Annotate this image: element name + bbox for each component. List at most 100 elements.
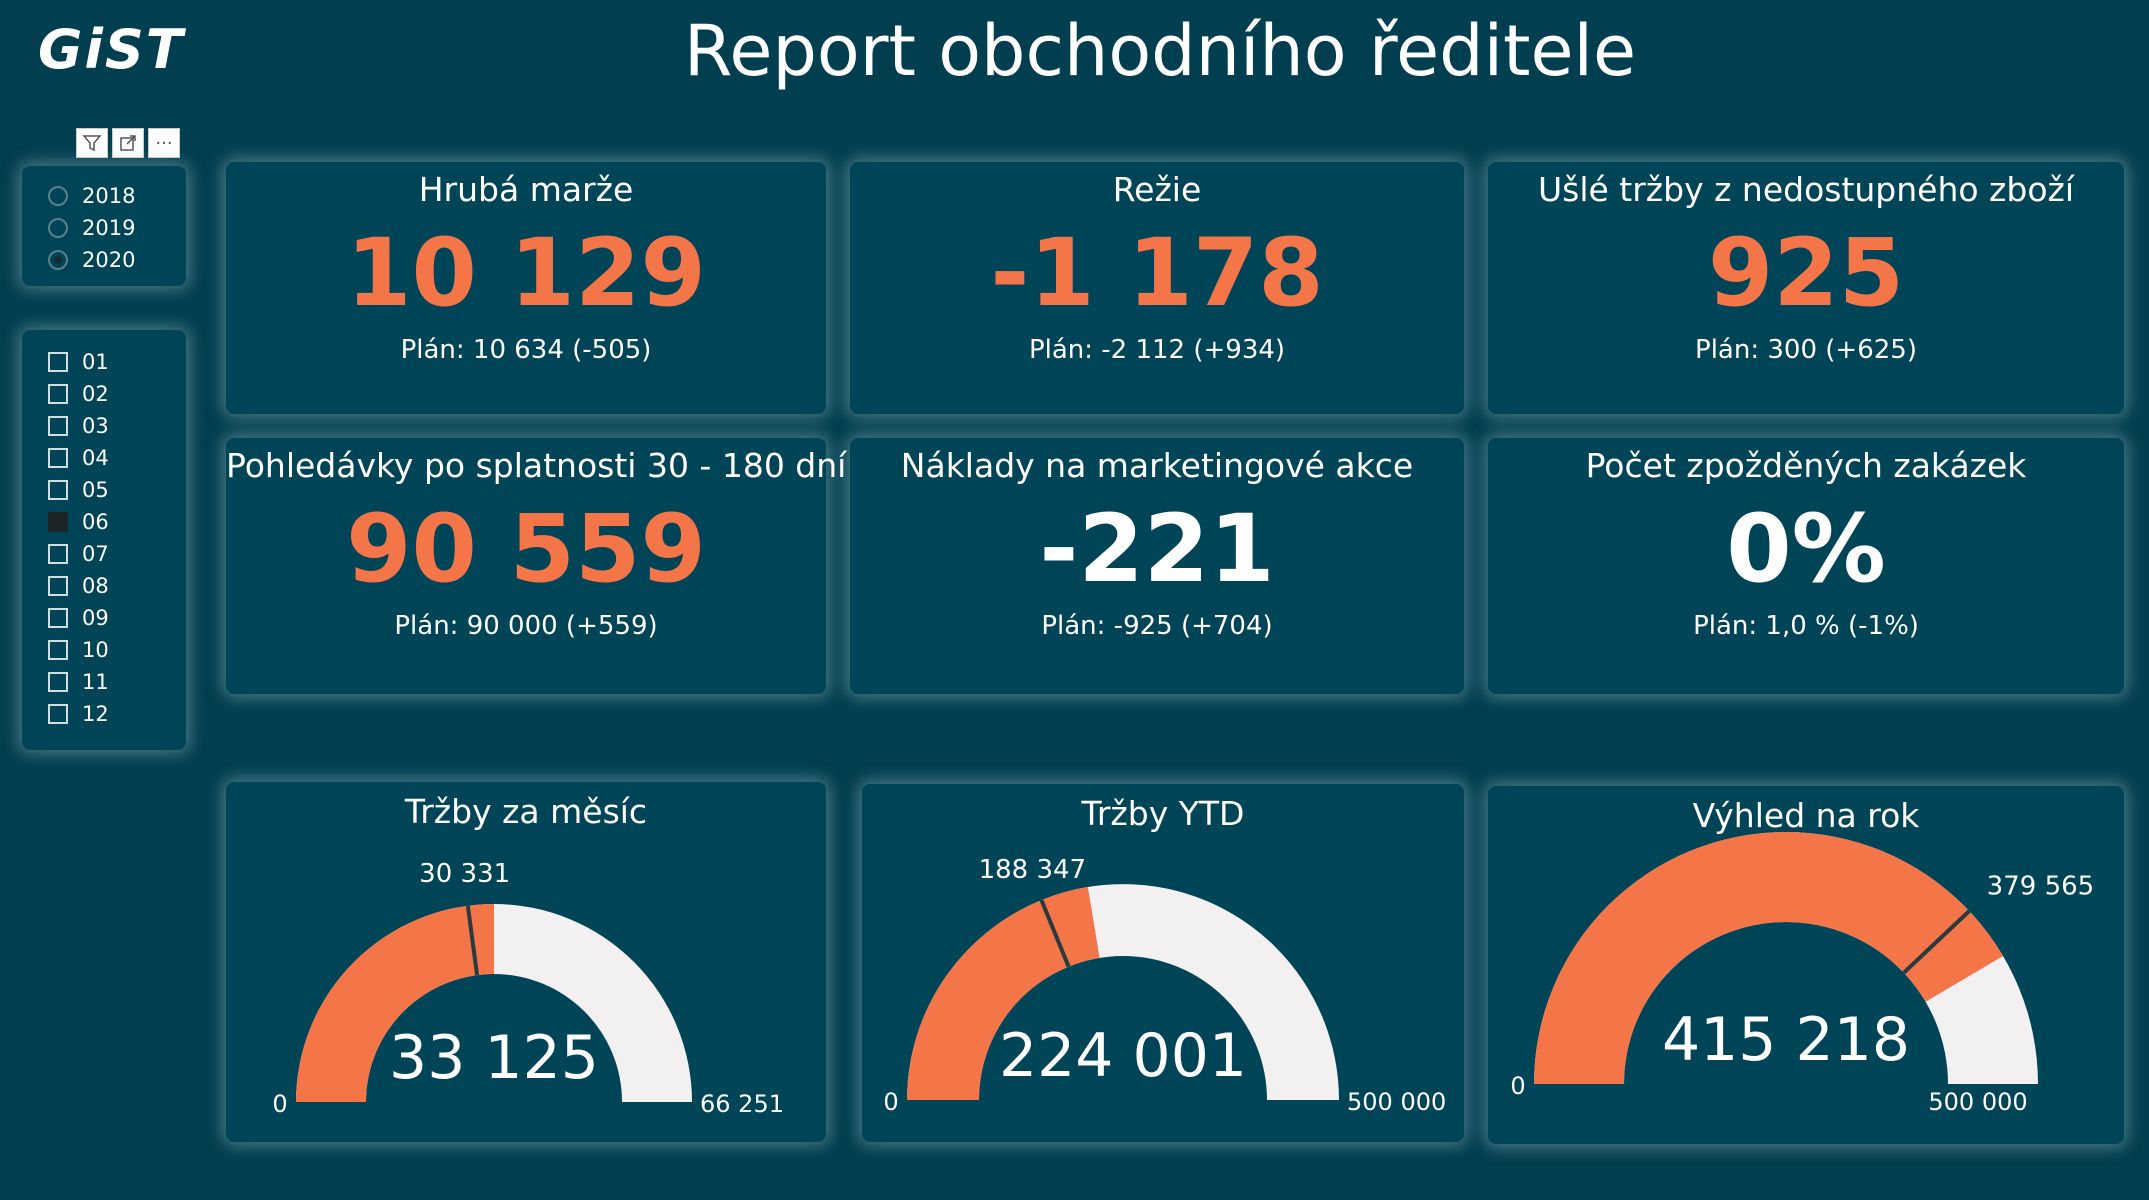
month-label: 03 [82, 414, 109, 438]
kpi-value: 925 [1707, 219, 1905, 328]
year-label: 2019 [82, 216, 136, 240]
kpi-plan: Plán: 300 (+625) [1695, 335, 1917, 365]
month-label: 09 [82, 606, 109, 630]
checkbox[interactable] [48, 448, 68, 468]
month-option[interactable]: 03 [48, 410, 186, 442]
month-label: 02 [82, 382, 109, 406]
gauge-max-label: 66 251 [700, 1090, 784, 1118]
month-label: 08 [82, 574, 109, 598]
checkbox[interactable] [48, 672, 68, 692]
checkbox[interactable] [48, 384, 68, 404]
year-label: 2020 [82, 248, 136, 272]
kpi-plan: Plán: 10 634 (-505) [400, 335, 652, 365]
kpi-card-overdue-receivables: Pohledávky po splatnosti 30 - 180 dní 90… [226, 438, 847, 694]
checkbox[interactable] [48, 576, 68, 596]
month-label: 01 [82, 350, 109, 374]
gauge-value-label: 224 001 [999, 1021, 1247, 1091]
kpi-card-delayed-orders: Počet zpožděných zakázek 0% Plán: 1,0 % … [1488, 438, 2124, 694]
kpi-plan: Plán: -2 112 (+934) [1028, 335, 1286, 365]
more-options-icon[interactable]: ··· [148, 128, 180, 158]
month-option[interactable]: 07 [48, 538, 186, 570]
kpi-title: Počet zpožděných zakázek [1585, 446, 2027, 485]
month-option[interactable]: 04 [48, 442, 186, 474]
gauge-card-ytd-sales: Tržby YTD 188 347 0 500 000 224 001 [862, 784, 1464, 1142]
kpi-title: Režie [1112, 170, 1202, 209]
month-label: 10 [82, 638, 109, 662]
gauge-title: Tržby za měsíc [404, 792, 648, 831]
year-slicer: 2018 2019 2020 [22, 166, 186, 286]
gauge-value-label: 33 125 [389, 1023, 599, 1093]
kpi-card-marketing-costs: Náklady na marketingové akce -221 Plán: … [850, 438, 1464, 694]
radio-icon[interactable] [48, 250, 68, 270]
radio-icon[interactable] [48, 186, 68, 206]
filter-icon[interactable] [76, 128, 108, 158]
kpi-title: Náklady na marketingové akce [900, 446, 1414, 485]
slicer-toolbar: ··· [76, 128, 180, 158]
month-label: 11 [82, 670, 109, 694]
kpi-title: Ušlé tržby z nedostupného zboží [1537, 170, 2075, 209]
month-slicer: 01 02 03 04 05 06 07 08 09 10 11 12 [22, 330, 186, 750]
month-label: 06 [82, 510, 109, 534]
gauge-min-label: 0 [1510, 1072, 1525, 1100]
gist-logo: GiST [38, 18, 185, 81]
gauge-target-marker [465, 905, 480, 976]
year-label: 2018 [82, 184, 136, 208]
gauge-target-marker [1902, 909, 1971, 975]
kpi-card-lost-sales: Ušlé tržby z nedostupného zboží 925 Plán… [1488, 162, 2124, 414]
gauge-title: Tržby YTD [1081, 794, 1245, 833]
month-option[interactable]: 06 [48, 506, 186, 538]
gauge-target-label: 379 565 [1987, 872, 2095, 902]
month-label: 07 [82, 542, 109, 566]
radio-icon[interactable] [48, 218, 68, 238]
gauge-card-monthly-sales: Tržby za měsíc 30 331 0 66 251 33 125 [226, 782, 826, 1142]
checkbox[interactable] [48, 416, 68, 436]
checkbox[interactable] [48, 704, 68, 724]
month-option[interactable]: 09 [48, 602, 186, 634]
month-label: 12 [82, 702, 109, 726]
month-option[interactable]: 08 [48, 570, 186, 602]
gauge-target-label: 30 331 [419, 859, 510, 889]
kpi-value: 90 559 [346, 495, 706, 604]
gauge-card-annual-outlook: Výhled na rok 379 565 0 500 000 415 218 [1488, 786, 2124, 1144]
month-option[interactable]: 02 [48, 378, 186, 410]
checkbox[interactable] [48, 608, 68, 628]
checkbox[interactable] [48, 640, 68, 660]
gauge-min-label: 0 [272, 1090, 287, 1118]
kpi-card-overhead: Režie -1 178 Plán: -2 112 (+934) [850, 162, 1464, 414]
year-option[interactable]: 2018 [48, 180, 186, 212]
gauge-value-arc [1534, 831, 2004, 1084]
gauge-min-label: 0 [883, 1088, 898, 1116]
expand-icon[interactable] [112, 128, 144, 158]
checkbox[interactable] [48, 512, 68, 532]
gauge-chart: 188 347 0 500 000 224 001 [883, 855, 1446, 1116]
gauge-value-arc [296, 904, 494, 1102]
gauge-max-label: 500 000 [1347, 1088, 1446, 1116]
kpi-value: -221 [1039, 495, 1275, 604]
gauge-value-arc [907, 886, 1100, 1100]
kpi-plan: Plán: 90 000 (+559) [394, 611, 658, 641]
year-option[interactable]: 2019 [48, 212, 186, 244]
kpi-plan: Plán: 1,0 % (-1%) [1693, 611, 1919, 641]
kpi-title: Pohledávky po splatnosti 30 - 180 dní [226, 446, 847, 485]
gauge-title: Výhled na rok [1692, 796, 1920, 835]
kpi-plan: Plán: -925 (+704) [1041, 611, 1273, 641]
gauge-target-marker [1039, 899, 1071, 968]
checkbox[interactable] [48, 480, 68, 500]
gauge-value-label: 415 218 [1662, 1005, 1910, 1075]
kpi-value: -1 178 [990, 219, 1324, 328]
kpi-title: Hrubá marže [418, 170, 634, 209]
checkbox[interactable] [48, 544, 68, 564]
kpi-value: 0% [1726, 495, 1886, 604]
month-option[interactable]: 11 [48, 666, 186, 698]
month-option[interactable]: 05 [48, 474, 186, 506]
month-option[interactable]: 12 [48, 698, 186, 730]
kpi-value: 10 129 [346, 219, 706, 328]
checkbox[interactable] [48, 352, 68, 372]
month-label: 05 [82, 478, 109, 502]
gauge-chart: 379 565 0 500 000 415 218 [1510, 831, 2095, 1116]
gauge-max-label: 500 000 [1928, 1088, 2027, 1116]
month-option[interactable]: 10 [48, 634, 186, 666]
year-option[interactable]: 2020 [48, 244, 186, 276]
month-option[interactable]: 01 [48, 346, 186, 378]
month-label: 04 [82, 446, 109, 470]
